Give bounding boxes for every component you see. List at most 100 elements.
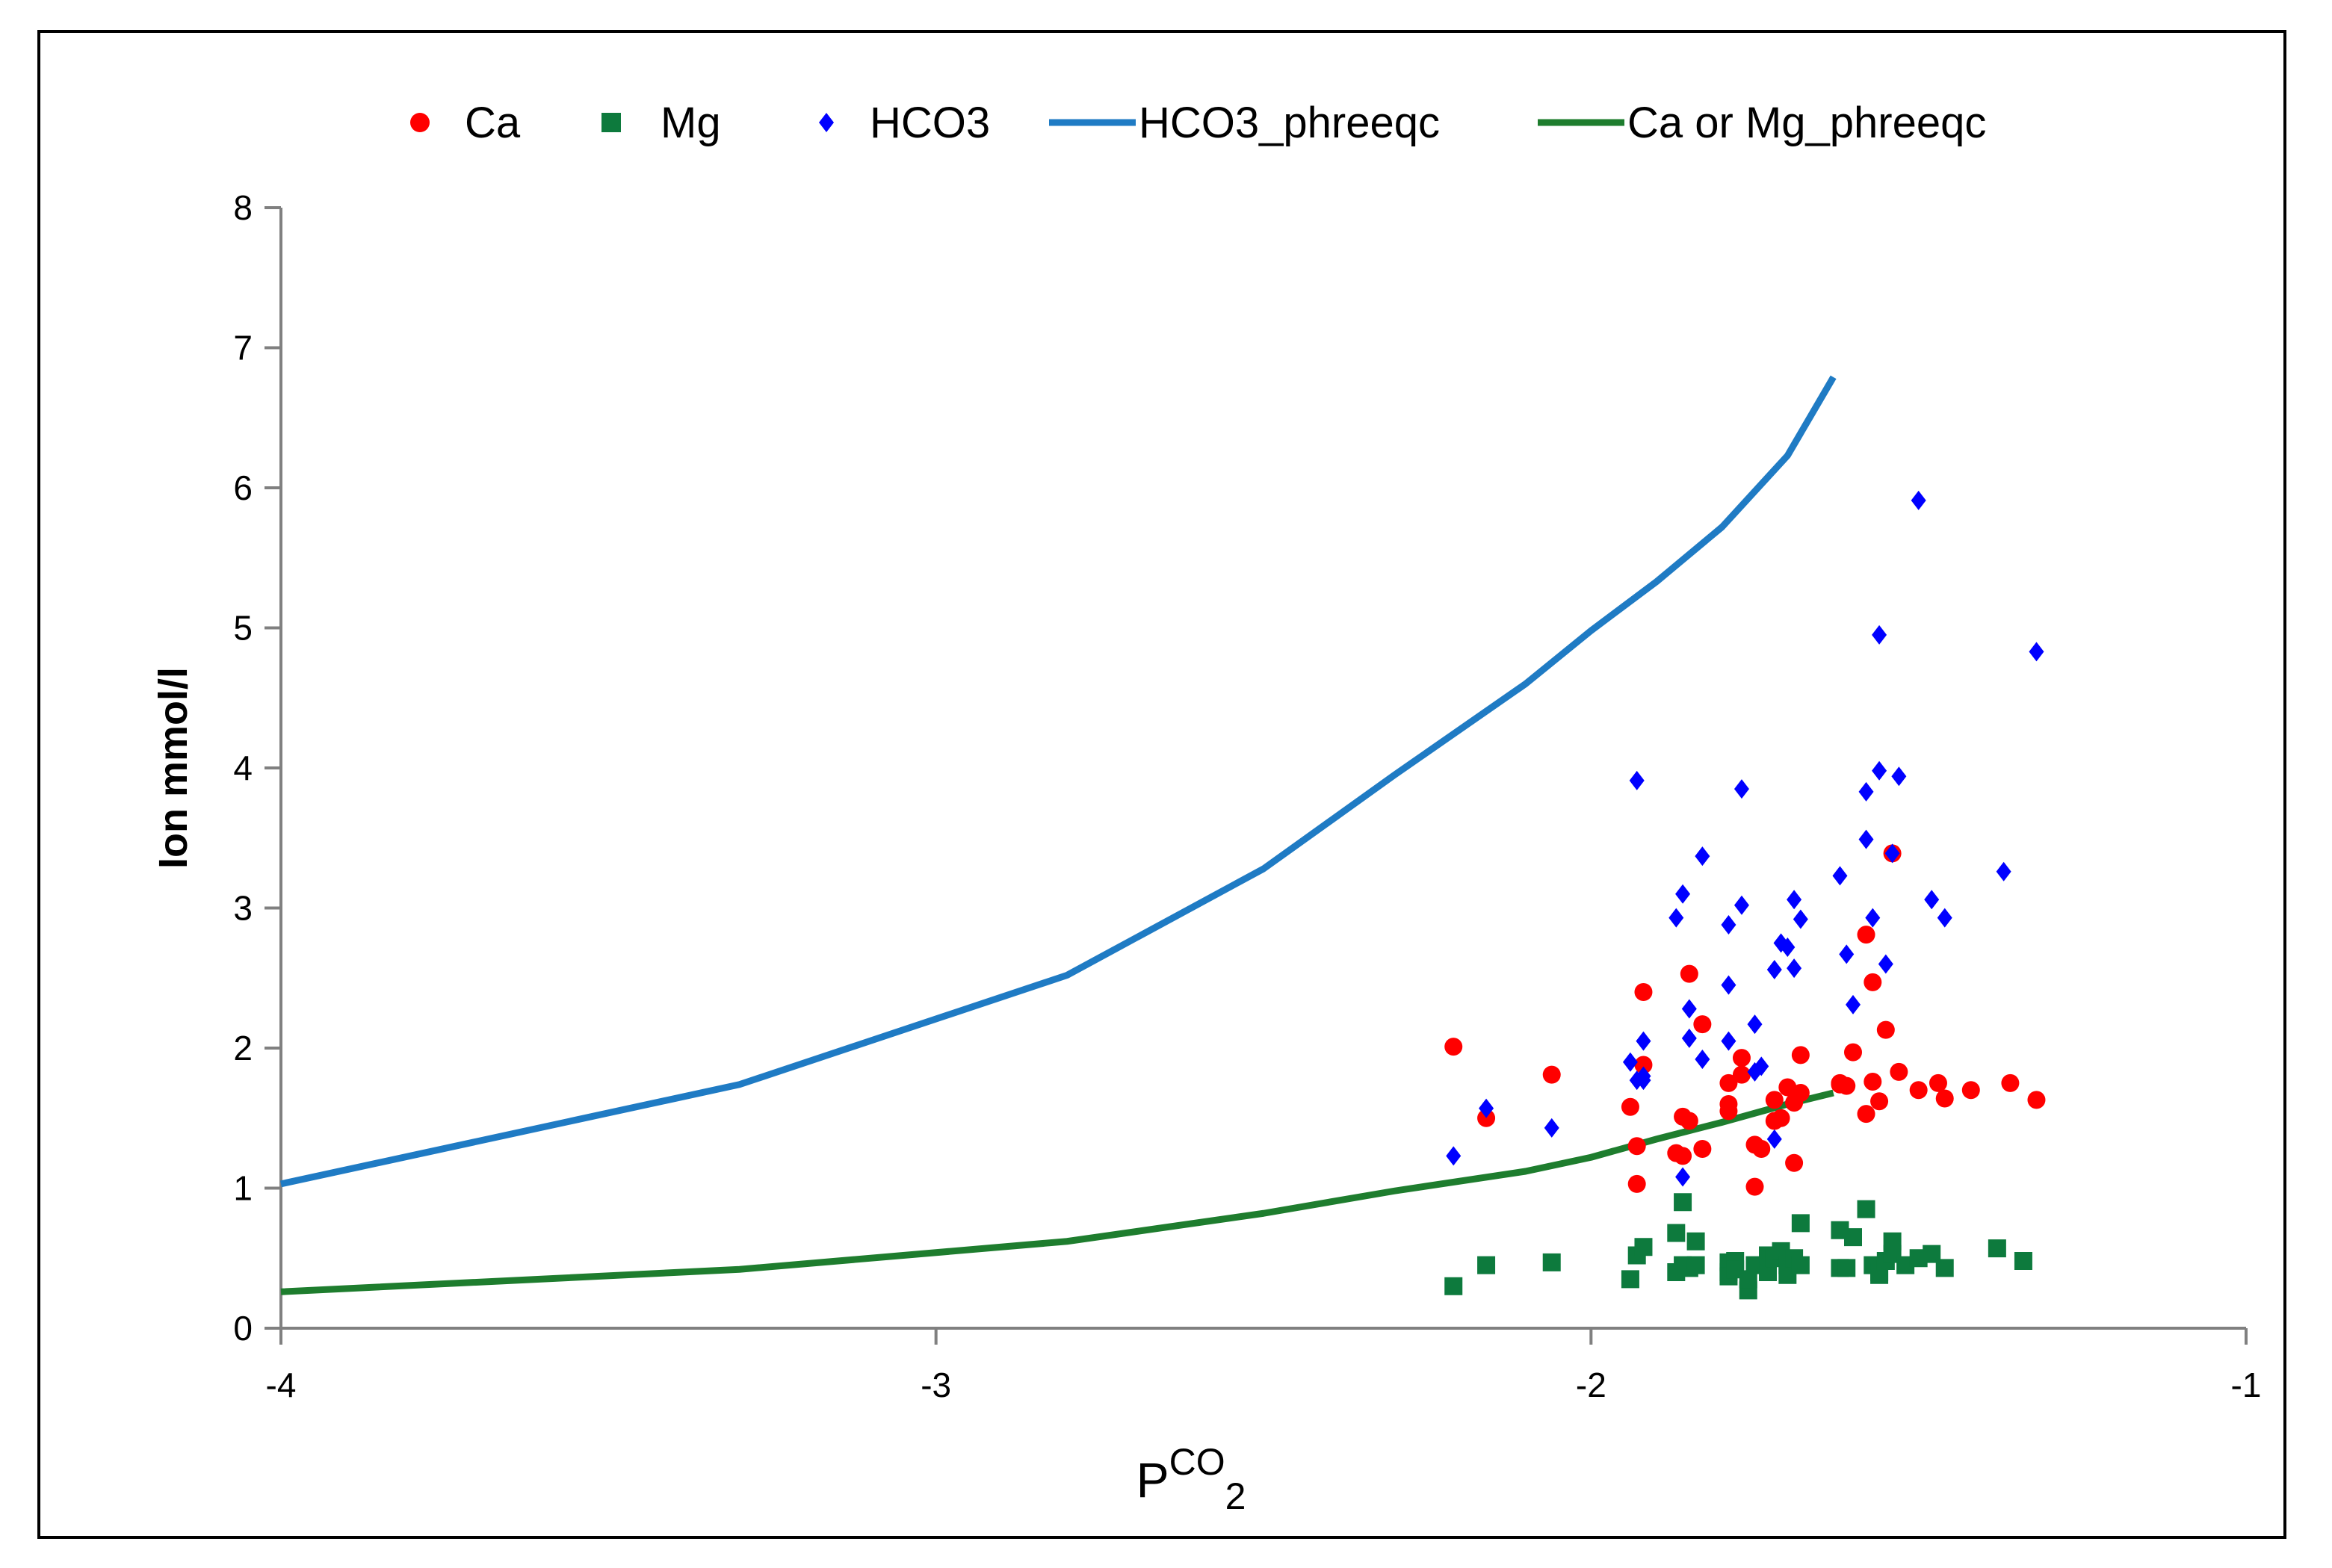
hco3-point <box>1787 890 1802 910</box>
ca-point <box>1765 1091 1784 1109</box>
hco3-point <box>1793 909 1808 929</box>
series-ca-or-mg-phreeqc <box>280 1089 1834 1295</box>
hco3-point <box>1891 766 1907 787</box>
hco3-point <box>2029 642 2044 662</box>
ca-point <box>1837 1076 1856 1095</box>
hco3-point <box>1733 895 1749 915</box>
ca-point <box>1909 1081 1928 1100</box>
ca-point <box>1864 1073 1882 1091</box>
mg-point <box>1935 1259 1954 1277</box>
mg-point <box>1634 1238 1653 1256</box>
ca-point <box>1627 1174 1646 1193</box>
ca-point <box>1634 1056 1653 1074</box>
mg-point <box>1988 1239 2006 1258</box>
ca-point <box>1772 1109 1790 1127</box>
y-tick-label: 6 <box>233 468 253 507</box>
ca-point <box>1542 1065 1561 1084</box>
hco3-point <box>1878 954 1893 974</box>
mg-point <box>1857 1200 1875 1218</box>
hco3-point <box>1937 908 1952 928</box>
hco3-point <box>1721 975 1736 995</box>
hco3-point <box>1911 490 1926 510</box>
chart-svg: Ca Mg HCO3 HCO3_phreeqc Ca or Mg_phreeqc 0 1 2… <box>151 99 2261 1517</box>
y-axis-title: Ion mmol/l <box>151 667 196 869</box>
ca-point <box>1844 1043 1862 1062</box>
y-tick-label: 4 <box>233 749 253 787</box>
hco3-point <box>1636 1031 1651 1051</box>
series-ca <box>1444 844 2046 1196</box>
ca-point <box>1935 1089 1954 1108</box>
ca-point <box>1680 1112 1698 1130</box>
mg-point <box>1621 1270 1639 1289</box>
mg-point <box>1791 1214 1810 1233</box>
hco3-point <box>1747 1014 1763 1035</box>
ca-point <box>1929 1073 1947 1092</box>
mg-point <box>1542 1253 1561 1271</box>
hco3-point <box>1865 908 1881 928</box>
ca-point <box>1719 1073 1738 1092</box>
mg-point <box>1837 1259 1856 1277</box>
ca-point <box>1693 1015 1712 1034</box>
y-tick-label: 3 <box>233 889 253 928</box>
mg-point <box>1444 1277 1463 1295</box>
ca-point <box>1444 1038 1463 1056</box>
hco3-point <box>1780 938 1796 957</box>
legend-mg-marker <box>601 113 621 132</box>
y-tick-label: 5 <box>233 609 253 648</box>
ca-point <box>1745 1177 1764 1196</box>
ca-point <box>1785 1153 1804 1172</box>
legend-hco3-marker <box>819 113 834 132</box>
mg-point <box>1686 1232 1705 1251</box>
plot-area <box>280 375 2046 1300</box>
x-axis-ticks: -4 -3 -2 -1 <box>266 1328 2261 1404</box>
hco3-point <box>1681 999 1697 1019</box>
ca-point <box>1791 1046 1810 1065</box>
legend-label: HCO3_phreeqc <box>1139 99 1440 147</box>
hco3-point <box>1479 1098 1494 1118</box>
y-tick-label: 8 <box>233 188 253 227</box>
ca-point <box>1870 1092 1889 1111</box>
hco3-point <box>1629 770 1645 790</box>
hco3-point <box>1675 884 1691 904</box>
hco3-point <box>1846 994 1861 1014</box>
hco3-point <box>1766 960 1782 979</box>
ca-mg-phreeqc-line <box>280 1089 1834 1295</box>
hco3-point <box>1858 829 1874 849</box>
x-axis-title-sub: 2 <box>1225 1475 1246 1517</box>
legend-entry-ca-or-mg-phreeqc: Ca or Mg_phreeqc <box>1538 99 1986 147</box>
legend-entry-hco3-phreeqc: HCO3_phreeqc <box>1049 99 1440 147</box>
hco3-point <box>1681 1028 1697 1048</box>
hco3-point <box>1695 846 1710 867</box>
hco3-point <box>1446 1146 1462 1166</box>
hco3-point <box>1787 958 1802 979</box>
mg-point <box>1667 1224 1686 1242</box>
mg-point <box>1674 1193 1692 1212</box>
hco3-point <box>1733 779 1749 799</box>
ca-point <box>1674 1147 1692 1165</box>
ca-point <box>1693 1140 1712 1158</box>
hco3-point <box>1636 1070 1651 1091</box>
series-mg <box>1444 1193 2032 1300</box>
ca-point <box>1857 926 1875 944</box>
ca-point <box>1680 964 1698 983</box>
ca-point <box>1791 1084 1810 1102</box>
hco3-point <box>1839 944 1855 964</box>
hco3-point <box>1721 1031 1736 1051</box>
mg-point <box>1686 1256 1705 1274</box>
hco3-point <box>1872 625 1887 645</box>
hco3-point <box>1884 843 1900 864</box>
chart-frame: Ca Mg HCO3 HCO3_phreeqc Ca or Mg_phreeqc 0 1 2… <box>37 30 2286 1539</box>
ca-point <box>1876 1020 1895 1039</box>
x-axis-title-sup: CO <box>1169 1441 1225 1483</box>
ca-point <box>1634 983 1653 1001</box>
legend-ca-marker <box>410 113 430 132</box>
legend-label: Ca or Mg_phreeqc <box>1627 99 1986 147</box>
x-tick-label: -4 <box>266 1366 297 1404</box>
series-hco3-phreeqc <box>280 375 1837 1188</box>
hco3-point <box>1858 781 1874 802</box>
ca-point <box>1890 1062 1908 1081</box>
legend-entry-hco3: HCO3 <box>819 99 990 147</box>
hco3-point <box>1832 866 1848 886</box>
legend-entry-ca: Ca <box>410 99 521 147</box>
ca-point <box>1732 1065 1751 1084</box>
